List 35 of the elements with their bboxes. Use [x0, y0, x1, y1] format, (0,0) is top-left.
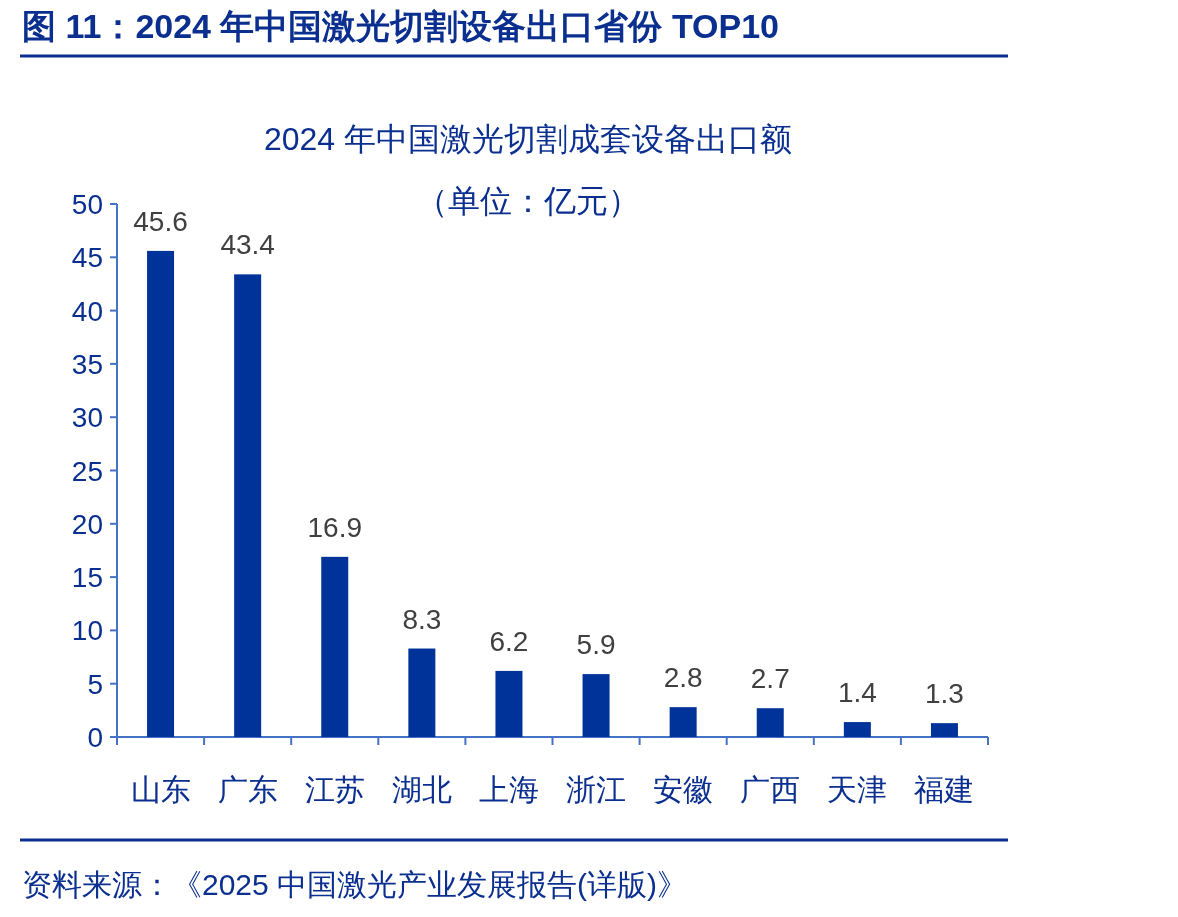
ytick: 10: [71, 615, 103, 647]
ytick: 45: [71, 242, 103, 274]
ytick: 40: [71, 295, 103, 327]
data-label: 6.2: [489, 625, 529, 657]
data-label: 43.4: [220, 229, 275, 261]
ytick: 50: [71, 189, 103, 220]
ytick: 5: [87, 668, 103, 700]
data-label: 8.3: [402, 603, 442, 635]
ytick: 15: [71, 562, 103, 594]
data-label: 16.9: [307, 511, 362, 543]
title: 图 11：2024 年中国激光切割设备出口省份 TOP10: [22, 7, 779, 45]
subtitle: （单位：亿元）: [416, 183, 640, 219]
data-label: 1.3: [925, 678, 964, 710]
xtick: 湖北: [391, 773, 452, 806]
ytick: 0: [87, 722, 103, 753]
data-label: 5.9: [576, 629, 616, 661]
ytick: 25: [71, 455, 103, 487]
data-label: 2.7: [750, 663, 790, 695]
xtick: 江苏: [304, 773, 365, 806]
ytick: 20: [71, 508, 103, 540]
xtick: 安徽: [653, 773, 714, 806]
subtitle: 2024 年中国激光切割成套设备出口额: [263, 121, 793, 157]
xtick: 广东: [217, 773, 278, 806]
xtick: 浙江: [566, 773, 627, 806]
annotation: 资料来源：《2025 中国激光产业发展报告(详版)》: [22, 868, 688, 901]
xtick: 福建: [914, 773, 975, 806]
data-label: 1.4: [837, 677, 877, 709]
xtick: 山东: [130, 773, 191, 806]
xtick: 上海: [478, 773, 539, 806]
ytick: 35: [71, 348, 103, 380]
ytick: 30: [71, 402, 103, 434]
xtick: 天津: [827, 773, 888, 806]
xtick: 广西: [740, 773, 801, 806]
data-label: 45.6: [133, 205, 188, 237]
data-label: 2.8: [663, 662, 703, 694]
